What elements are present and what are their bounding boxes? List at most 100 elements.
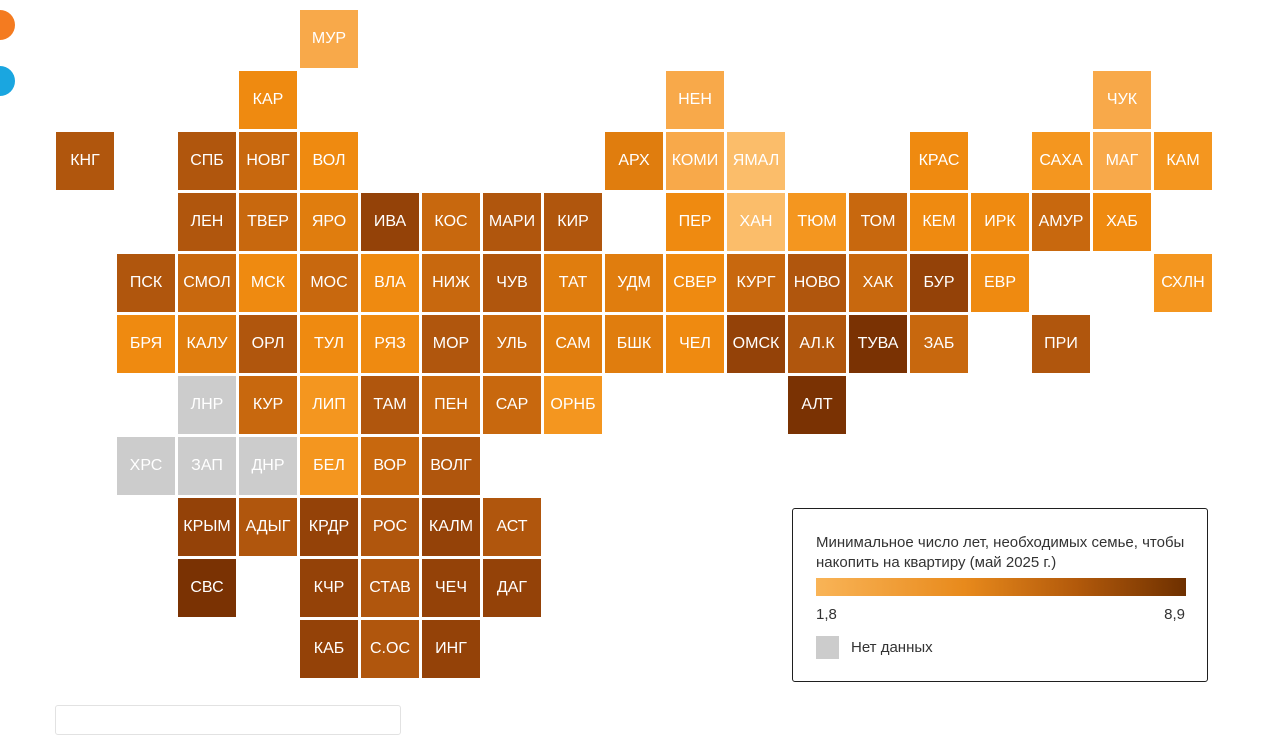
region-tile[interactable]: САМ	[544, 315, 602, 373]
region-tile[interactable]: ЛНР	[178, 376, 236, 434]
region-tile[interactable]: МОС	[300, 254, 358, 312]
region-tile[interactable]: АСТ	[483, 498, 541, 556]
region-tile[interactable]: ПСК	[117, 254, 175, 312]
region-tile[interactable]: НЕН	[666, 71, 724, 129]
region-tile[interactable]: ОМСК	[727, 315, 785, 373]
region-tile[interactable]: СТАВ	[361, 559, 419, 617]
region-tile[interactable]: КИР	[544, 193, 602, 251]
region-tile[interactable]: ТУВА	[849, 315, 907, 373]
region-tile[interactable]: ДНР	[239, 437, 297, 495]
region-tile[interactable]: ВОЛГ	[422, 437, 480, 495]
region-tile[interactable]: ТВЕР	[239, 193, 297, 251]
region-tile[interactable]: КНГ	[56, 132, 114, 190]
region-tile[interactable]: АЛТ	[788, 376, 846, 434]
region-tile[interactable]: КАЛУ	[178, 315, 236, 373]
region-tile[interactable]: ДАГ	[483, 559, 541, 617]
region-tile[interactable]: ОРНБ	[544, 376, 602, 434]
region-tile[interactable]: ХАН	[727, 193, 785, 251]
region-tile[interactable]: МОР	[422, 315, 480, 373]
region-tile[interactable]: КАР	[239, 71, 297, 129]
region-tile[interactable]: КАЛМ	[422, 498, 480, 556]
region-tile[interactable]: ЗАБ	[910, 315, 968, 373]
region-tile[interactable]: ЧУК	[1093, 71, 1151, 129]
region-tile[interactable]: ХАК	[849, 254, 907, 312]
region-tile[interactable]: КЕМ	[910, 193, 968, 251]
region-tile[interactable]: ВЛА	[361, 254, 419, 312]
region-tile[interactable]: ПЕР	[666, 193, 724, 251]
region-tile[interactable]: ЗАП	[178, 437, 236, 495]
region-tile[interactable]: МСК	[239, 254, 297, 312]
region-tile[interactable]: БШК	[605, 315, 663, 373]
region-tile[interactable]: АРХ	[605, 132, 663, 190]
region-tile[interactable]: КРДР	[300, 498, 358, 556]
region-tile[interactable]: ЕВР	[971, 254, 1029, 312]
region-tile[interactable]: ТЮМ	[788, 193, 846, 251]
region-tile[interactable]: ИВА	[361, 193, 419, 251]
region-tile[interactable]: ВОЛ	[300, 132, 358, 190]
region-tile[interactable]: КАМ	[1154, 132, 1212, 190]
region-tile[interactable]: ИРК	[971, 193, 1029, 251]
region-tile[interactable]: ХРС	[117, 437, 175, 495]
region-tile[interactable]: СХЛН	[1154, 254, 1212, 312]
region-tile[interactable]: УЛЬ	[483, 315, 541, 373]
legend-gradient-bar	[816, 578, 1186, 596]
region-tile[interactable]: ТУЛ	[300, 315, 358, 373]
region-tile[interactable]: ВОР	[361, 437, 419, 495]
region-tile[interactable]: ЧЕЛ	[666, 315, 724, 373]
region-tile[interactable]: САР	[483, 376, 541, 434]
region-tile[interactable]: АЛ.К	[788, 315, 846, 373]
region-tile[interactable]: КРАС	[910, 132, 968, 190]
map-legend: Минимальное число лет, необходимых семье…	[792, 508, 1208, 682]
tile-map: МУР КАР НЕН ЧУК КНГ СПБ НОВГ ВОЛ АРХ КОМИ ЯМАЛ КРАС…	[56, 10, 1212, 678]
region-tile[interactable]: ТАТ	[544, 254, 602, 312]
region-tile[interactable]: ЯРО	[300, 193, 358, 251]
region-tile[interactable]: КРЫМ	[178, 498, 236, 556]
region-tile[interactable]: СВЕР	[666, 254, 724, 312]
region-tile[interactable]: ТОМ	[849, 193, 907, 251]
region-tile[interactable]: ТАМ	[361, 376, 419, 434]
region-tile[interactable]: ЧЕЧ	[422, 559, 480, 617]
region-tile[interactable]: СВС	[178, 559, 236, 617]
region-tile[interactable]: НОВО	[788, 254, 846, 312]
region-tile[interactable]: РОС	[361, 498, 419, 556]
region-tile[interactable]: КУР	[239, 376, 297, 434]
region-tile[interactable]: АДЫГ	[239, 498, 297, 556]
region-tile[interactable]: ЛИП	[300, 376, 358, 434]
orange-edge-circle	[0, 10, 15, 40]
region-tile[interactable]: СПБ	[178, 132, 236, 190]
legend-max-label: 8,9	[1164, 606, 1185, 623]
region-tile[interactable]: КОМИ	[666, 132, 724, 190]
region-tile[interactable]: НОВГ	[239, 132, 297, 190]
region-tile[interactable]: МАГ	[1093, 132, 1151, 190]
region-tile[interactable]: КУРГ	[727, 254, 785, 312]
region-tile[interactable]: СМОЛ	[178, 254, 236, 312]
region-tile[interactable]: БЕЛ	[300, 437, 358, 495]
blue-edge-circle	[0, 66, 15, 96]
region-tile[interactable]: КОС	[422, 193, 480, 251]
region-tile[interactable]: ОРЛ	[239, 315, 297, 373]
region-tile[interactable]: БУР	[910, 254, 968, 312]
region-tile[interactable]: ЧУВ	[483, 254, 541, 312]
legend-title: Минимальное число лет, необходимых семье…	[816, 534, 1185, 571]
region-tile[interactable]: РЯЗ	[361, 315, 419, 373]
region-tile[interactable]: САХА	[1032, 132, 1090, 190]
region-tile[interactable]: МУР	[300, 10, 358, 68]
region-tile[interactable]: КЧР	[300, 559, 358, 617]
region-tile[interactable]: КАБ	[300, 620, 358, 678]
no-data-label: Нет данных	[851, 639, 933, 656]
region-tile[interactable]: БРЯ	[117, 315, 175, 373]
legend-min-label: 1,8	[816, 606, 837, 623]
region-tile[interactable]: ЛЕН	[178, 193, 236, 251]
region-tile[interactable]: ХАБ	[1093, 193, 1151, 251]
region-tile[interactable]: МАРИ	[483, 193, 541, 251]
region-tile[interactable]: УДМ	[605, 254, 663, 312]
region-tile[interactable]: ПЕН	[422, 376, 480, 434]
bottom-panel	[55, 705, 401, 735]
region-tile[interactable]: ИНГ	[422, 620, 480, 678]
region-tile[interactable]: ПРИ	[1032, 315, 1090, 373]
no-data-swatch	[816, 636, 839, 659]
region-tile[interactable]: НИЖ	[422, 254, 480, 312]
region-tile[interactable]: ЯМАЛ	[727, 132, 785, 190]
region-tile[interactable]: С.ОС	[361, 620, 419, 678]
region-tile[interactable]: АМУР	[1032, 193, 1090, 251]
